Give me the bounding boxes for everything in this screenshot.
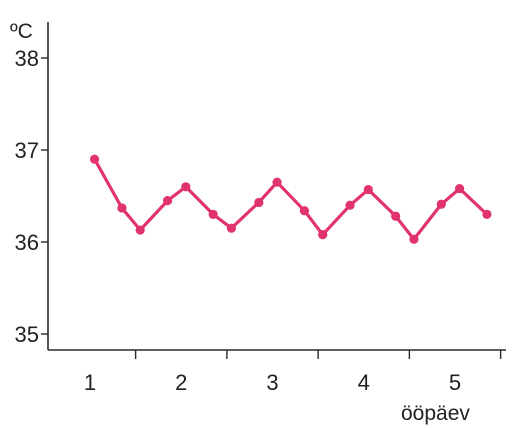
- data-point: [318, 230, 328, 240]
- data-point: [117, 203, 127, 213]
- x-tick-label: 5: [449, 370, 461, 395]
- y-tick-label: 37: [15, 138, 39, 163]
- y-tick-label: 38: [15, 46, 39, 71]
- series-marks: [89, 154, 492, 244]
- data-point: [135, 225, 145, 235]
- data-point: [391, 211, 401, 221]
- series-line: [92, 157, 489, 241]
- axes: 35 36 37 38 1 2 3 4 5: [15, 22, 506, 395]
- data-point: [208, 209, 218, 219]
- data-point: [436, 199, 446, 209]
- y-tick-label: 35: [15, 322, 39, 347]
- data-point: [345, 200, 355, 210]
- x-tick-label: 4: [358, 370, 370, 395]
- x-tick-label: 3: [266, 370, 278, 395]
- data-point: [162, 196, 173, 206]
- data-point: [272, 177, 282, 187]
- y-axis-label: ºC: [10, 20, 33, 43]
- data-point: [363, 184, 373, 195]
- y-tick-label: 36: [15, 230, 39, 255]
- data-point: [181, 182, 191, 192]
- data-point: [299, 206, 310, 216]
- x-tick-label: 2: [175, 370, 187, 395]
- x-tick-label: 1: [84, 370, 96, 395]
- data-point: [454, 184, 465, 194]
- data-point: [89, 154, 100, 164]
- data-point: [226, 223, 237, 233]
- x-axis-label: ööpäev: [401, 402, 470, 425]
- data-point: [254, 197, 264, 208]
- data-point: [409, 234, 419, 244]
- data-point: [482, 209, 492, 219]
